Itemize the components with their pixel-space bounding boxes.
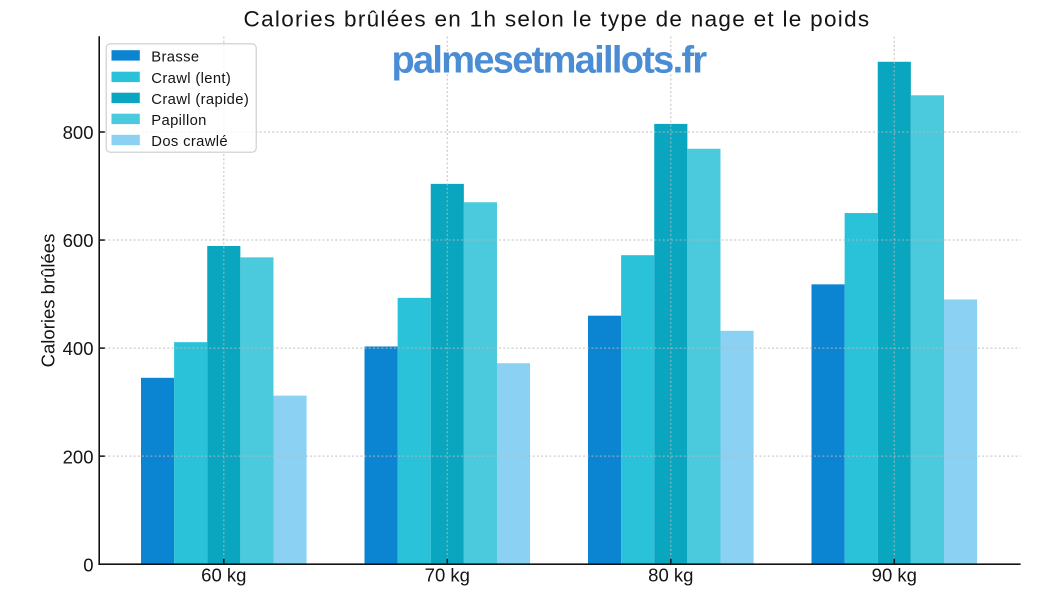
svg-text:400: 400	[63, 338, 94, 359]
svg-text:palmesetmaillots.fr: palmesetmaillots.fr	[391, 40, 707, 82]
svg-text:80 kg: 80 kg	[648, 565, 693, 586]
svg-text:800: 800	[63, 122, 94, 143]
svg-text:90 kg: 90 kg	[872, 565, 917, 586]
svg-text:Calories brûlées en 1h selon l: Calories brûlées en 1h selon le type de …	[244, 7, 871, 32]
svg-text:600: 600	[63, 230, 94, 251]
svg-text:Brasse: Brasse	[151, 50, 199, 66]
svg-text:60 kg: 60 kg	[201, 565, 246, 586]
svg-text:Dos crawlé: Dos crawlé	[151, 134, 228, 150]
svg-text:70 kg: 70 kg	[425, 565, 470, 586]
svg-text:Calories brûlées: Calories brûlées	[38, 234, 59, 368]
svg-text:Papillon: Papillon	[151, 113, 206, 129]
svg-text:Crawl (lent): Crawl (lent)	[151, 71, 231, 87]
svg-text:Crawl (rapide): Crawl (rapide)	[151, 92, 249, 108]
svg-text:200: 200	[63, 446, 94, 467]
svg-text:0: 0	[83, 554, 93, 575]
